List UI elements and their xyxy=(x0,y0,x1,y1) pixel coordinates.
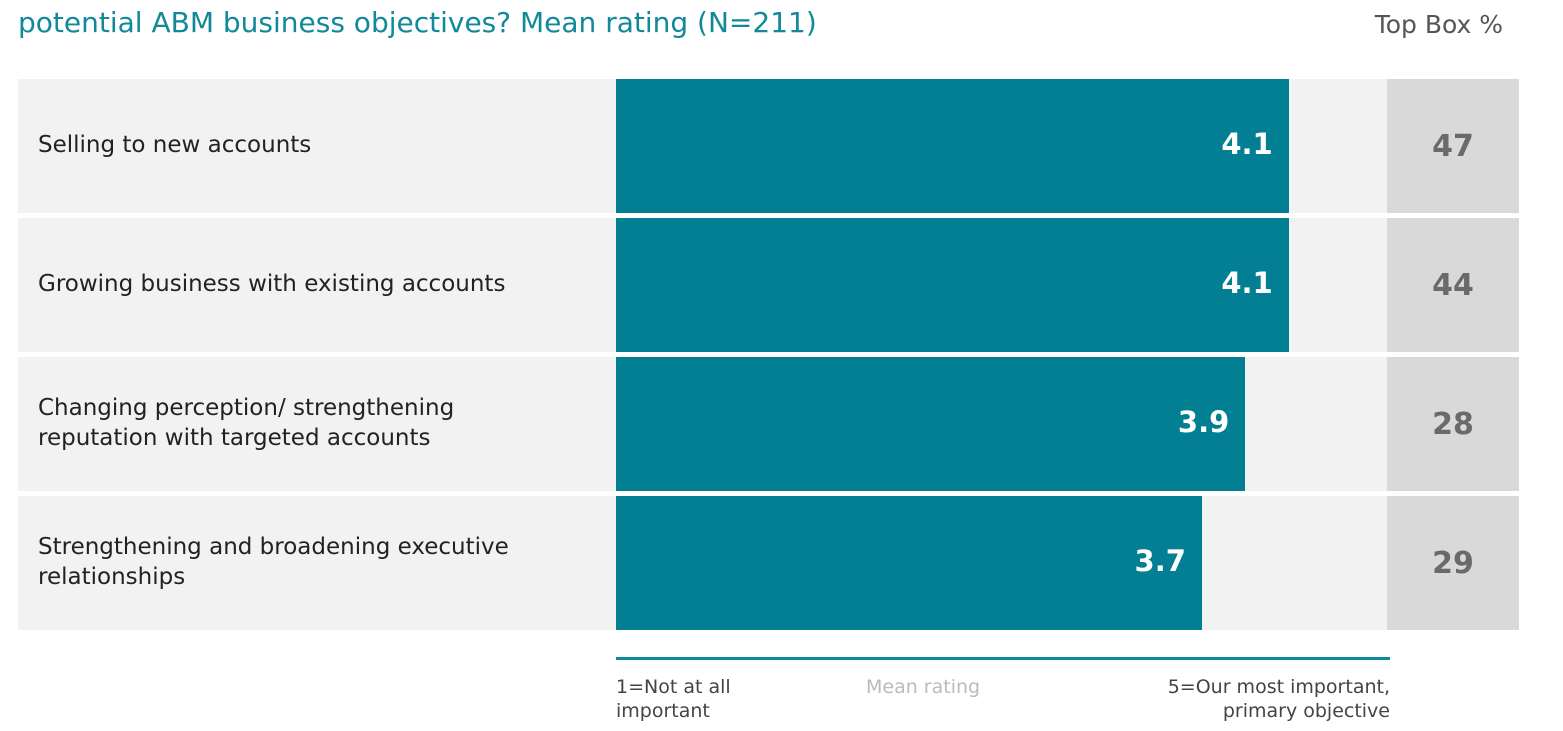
bar xyxy=(616,79,1289,213)
category-label: Strengthening and broadening executive r… xyxy=(38,534,509,590)
top-box-header: Top Box % xyxy=(1374,10,1503,39)
category-label: Changing perception/ strengthening reput… xyxy=(38,395,455,451)
x-min-label: 1=Not at all important xyxy=(616,676,731,722)
bar xyxy=(616,218,1289,352)
chart-title: potential ABM business objectives? Mean … xyxy=(18,6,817,39)
top-box-value: 44 xyxy=(1387,218,1519,352)
top-box-value: 29 xyxy=(1387,496,1519,630)
category-label: Selling to new accounts xyxy=(38,132,312,159)
value-label: 4.1 xyxy=(1221,127,1273,161)
x-axis-label: Mean rating xyxy=(866,676,981,698)
x-max-label: 5=Our most important, primary objective xyxy=(1167,676,1390,722)
value-label: 3.9 xyxy=(1177,405,1230,439)
category-label: Growing business with existing accounts xyxy=(38,271,506,298)
value-label: 4.1 xyxy=(1221,266,1273,300)
bar xyxy=(616,357,1246,491)
value-label: 3.7 xyxy=(1134,544,1186,578)
top-box-value: 47 xyxy=(1387,79,1519,213)
axis-line xyxy=(616,657,1390,660)
bar xyxy=(616,496,1202,630)
top-box-value: 28 xyxy=(1387,357,1519,491)
